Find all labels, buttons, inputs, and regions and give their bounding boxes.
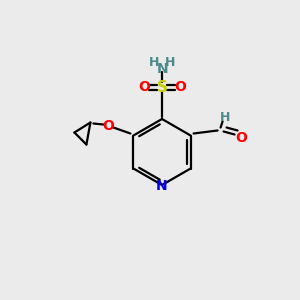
Text: S: S (157, 80, 167, 94)
Text: O: O (138, 80, 150, 94)
Text: N: N (157, 62, 169, 76)
Text: O: O (236, 131, 247, 146)
Text: H: H (149, 56, 159, 68)
Text: O: O (103, 118, 114, 133)
Text: O: O (174, 80, 186, 94)
Text: H: H (219, 111, 230, 124)
Text: H: H (165, 56, 175, 68)
Text: N: N (156, 179, 168, 193)
